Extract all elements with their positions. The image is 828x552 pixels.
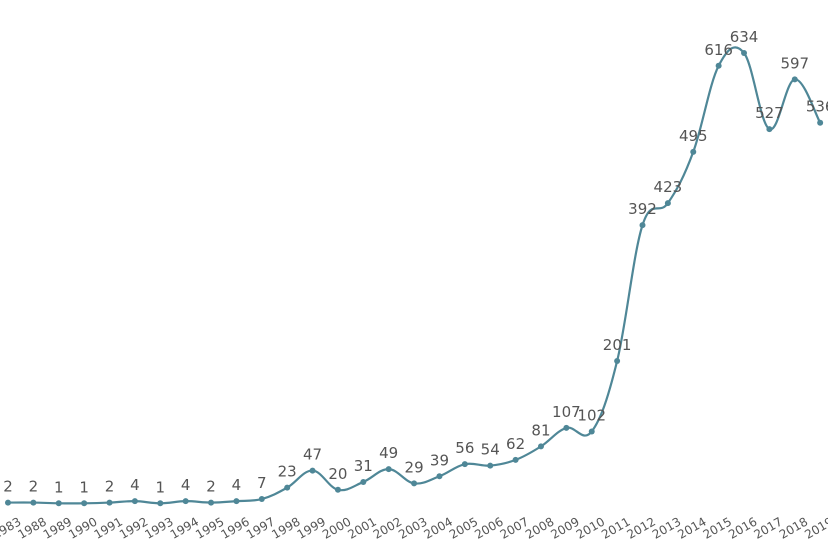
data-label: 527 <box>755 104 784 122</box>
point <box>639 222 646 229</box>
data-label: 56 <box>455 439 474 457</box>
point <box>55 500 62 507</box>
data-label: 81 <box>531 421 550 439</box>
point <box>385 466 392 473</box>
data-label: 4 <box>181 476 191 494</box>
data-label: 2 <box>3 478 13 496</box>
data-label: 423 <box>654 178 683 196</box>
point <box>588 428 595 435</box>
data-label: 54 <box>481 441 500 459</box>
data-label: 39 <box>430 451 449 469</box>
data-label: 1 <box>54 478 64 496</box>
point <box>487 462 494 469</box>
point <box>817 119 824 126</box>
point <box>81 500 88 507</box>
point <box>512 456 519 463</box>
point <box>741 50 748 56</box>
point <box>30 499 37 506</box>
data-label: 31 <box>354 457 373 475</box>
point <box>690 148 697 155</box>
data-label: 616 <box>704 41 733 59</box>
point <box>791 76 798 83</box>
data-label: 201 <box>603 336 632 354</box>
point <box>309 467 316 474</box>
point <box>436 473 443 480</box>
data-label: 2 <box>206 478 216 496</box>
line <box>7 46 822 505</box>
data-label: 20 <box>328 465 347 483</box>
data-label: 597 <box>780 54 809 72</box>
data-label: 1 <box>79 478 89 496</box>
point <box>106 499 113 506</box>
data-label: 7 <box>257 474 267 492</box>
point <box>258 496 265 503</box>
data-label: 2 <box>29 478 39 496</box>
data-label: 392 <box>628 200 657 218</box>
data-label: 47 <box>303 446 322 464</box>
point <box>233 498 240 505</box>
point <box>411 480 418 487</box>
data-label: 634 <box>730 28 759 46</box>
data-label: 2 <box>105 478 115 496</box>
data-label: 4 <box>130 476 140 494</box>
point <box>715 62 722 69</box>
data-label: 4 <box>232 476 242 494</box>
data-label: 49 <box>379 444 398 462</box>
point <box>5 499 11 506</box>
point <box>537 443 544 450</box>
point <box>461 461 468 468</box>
data-label: 23 <box>278 463 297 481</box>
point <box>157 500 164 507</box>
point <box>182 498 189 505</box>
point <box>360 478 367 485</box>
data-label: 29 <box>405 458 424 476</box>
point <box>131 498 138 505</box>
point <box>334 486 341 493</box>
data-label: 1 <box>156 478 166 496</box>
point <box>208 499 215 506</box>
point <box>284 484 291 491</box>
x-tick-label: 2019 <box>802 514 828 541</box>
point <box>563 424 570 431</box>
point <box>614 358 621 365</box>
data-label: 495 <box>679 127 708 145</box>
point <box>664 200 671 207</box>
data-label: 107 <box>552 403 581 421</box>
point <box>766 126 773 133</box>
data-label: 536 <box>806 98 828 116</box>
data-label: 102 <box>577 406 606 424</box>
data-label: 62 <box>506 435 525 453</box>
